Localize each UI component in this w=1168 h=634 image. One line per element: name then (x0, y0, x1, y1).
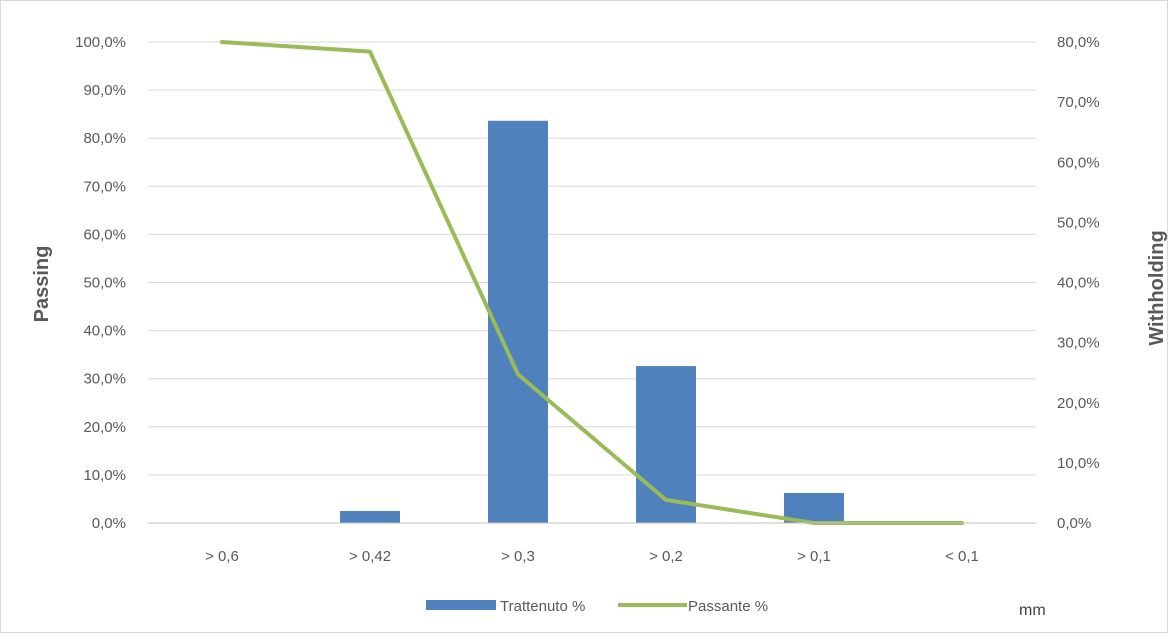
legend-label-passante: Passante % (688, 598, 768, 615)
x-tick-label: > 0,3 (501, 548, 535, 565)
x-tick-label: > 0,2 (649, 548, 683, 565)
y2-tick-label: 80,0% (1057, 34, 1100, 51)
y-tick-label: 70,0% (83, 178, 126, 195)
y-axis-right-tick-labels: 0,0% 10,0% 20,0% 30,0% 40,0% 50,0% 60,0% 70,0% 8… (1057, 34, 1100, 532)
x-tick-label: > 0,42 (349, 548, 391, 565)
y-axis-right-title: Withholding (1146, 230, 1168, 345)
y2-tick-label: 70,0% (1057, 94, 1100, 111)
y-tick-label: 50,0% (83, 275, 126, 292)
legend-swatch-trattenuto (426, 600, 496, 610)
y-tick-label: 90,0% (83, 82, 126, 99)
x-tick-label: < 0,1 (945, 548, 979, 565)
bar-2 (488, 120, 548, 524)
y-tick-label: 100,0% (75, 34, 126, 51)
bar-1 (340, 510, 400, 523)
y2-tick-label: 40,0% (1057, 275, 1100, 292)
x-tick-label: > 0,1 (797, 548, 831, 565)
x-axis-unit: mm (1019, 602, 1046, 619)
gridlines (148, 41, 1036, 476)
y-tick-label: 20,0% (83, 419, 126, 436)
y2-tick-label: 30,0% (1057, 335, 1100, 352)
x-axis-tick-labels: > 0,6 > 0,42 > 0,3 > 0,2 > 0,1 < 0,1 (205, 548, 979, 565)
y2-tick-label: 60,0% (1057, 154, 1100, 171)
y2-tick-label: 20,0% (1057, 395, 1100, 412)
y-axis-left-tick-labels: 0,0% 10,0% 20,0% 30,0% 40,0% 50,0% 60,0% 70,0% 8… (75, 34, 126, 532)
y2-tick-label: 10,0% (1057, 455, 1100, 472)
y-tick-label: 60,0% (83, 226, 126, 243)
y2-tick-label: 0,0% (1057, 515, 1091, 532)
y-tick-label: 10,0% (83, 467, 126, 484)
bar-3 (636, 366, 696, 523)
y-axis-left-title: Passing (31, 246, 53, 323)
bar-series-trattenuto (340, 120, 844, 524)
y-tick-label: 40,0% (83, 323, 126, 340)
x-tick-label: > 0,6 (205, 548, 239, 565)
legend-label-trattenuto: Trattenuto % (500, 598, 585, 615)
y-tick-label: 80,0% (83, 130, 126, 147)
y-tick-label: 30,0% (83, 371, 126, 388)
legend: Trattenuto % Passante % (426, 598, 768, 615)
y-tick-label: 0,0% (92, 515, 126, 532)
y2-tick-label: 50,0% (1057, 214, 1100, 231)
